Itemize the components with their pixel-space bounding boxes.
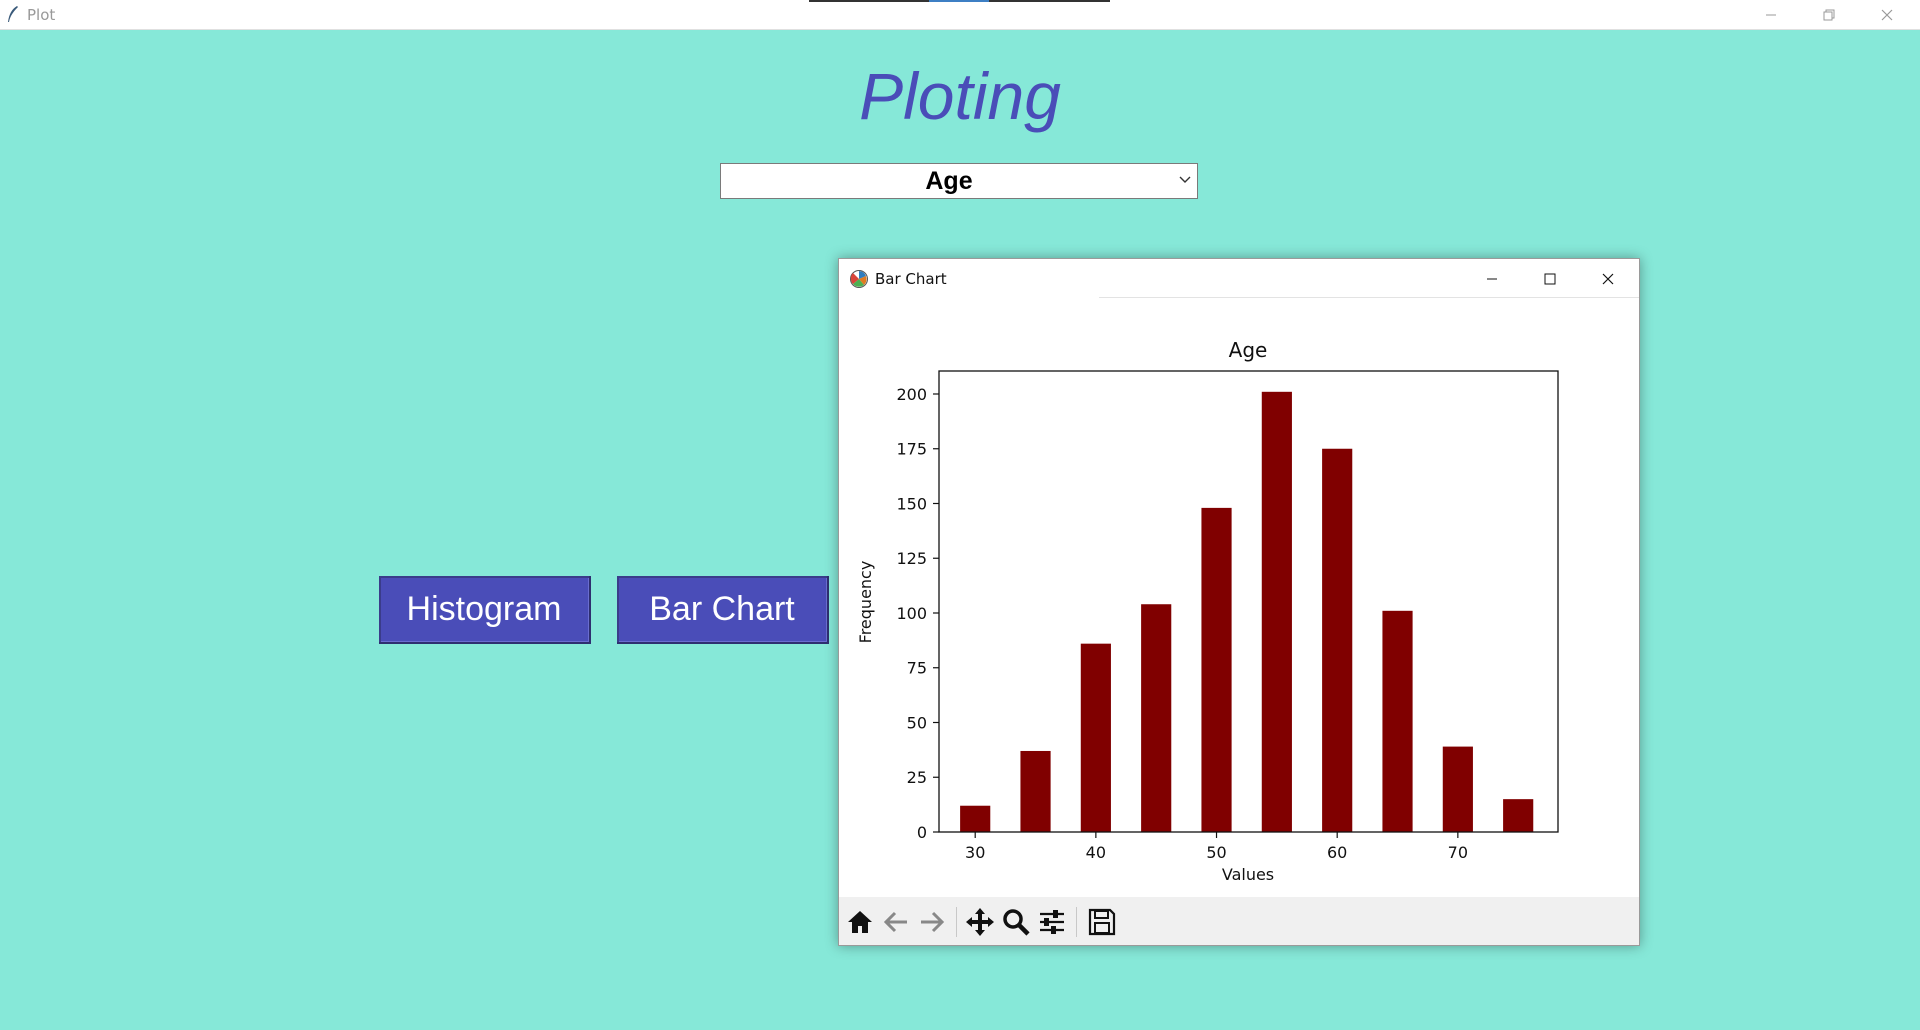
y-tick-label: 150 <box>896 494 927 513</box>
histogram-button[interactable]: Histogram <box>379 576 591 644</box>
back-icon <box>883 911 907 933</box>
y-tick-label: 0 <box>917 823 927 842</box>
restore-icon <box>1823 9 1835 20</box>
y-tick-label: 200 <box>896 385 927 404</box>
close-button[interactable] <box>1858 0 1916 29</box>
pan-button[interactable] <box>962 904 998 940</box>
bar-chart-window: Bar Chart Age 0 25 50 75 100 125 150 175 200 30 4… <box>838 258 1640 946</box>
bar <box>1201 507 1232 832</box>
chart-window-title: Bar Chart <box>875 270 947 288</box>
close-icon <box>1881 9 1893 20</box>
matplotlib-logo-icon <box>850 270 868 288</box>
feather-icon <box>6 5 20 23</box>
save-icon <box>1088 908 1116 936</box>
window-titlebar: Plot <box>0 0 1920 30</box>
bar <box>1020 750 1051 832</box>
x-tick-label: 50 <box>1206 843 1226 862</box>
chart-minimize-button[interactable] <box>1463 259 1521 299</box>
close-icon <box>1602 273 1614 285</box>
chart-window-titlebar: Bar Chart <box>839 259 1639 299</box>
page-heading: Ploting <box>859 59 1061 133</box>
chart-maximize-button[interactable] <box>1521 259 1579 299</box>
x-tick-label: 60 <box>1327 843 1347 862</box>
window-title: Plot <box>27 6 56 24</box>
bar-chart-plot: Age 0 25 50 75 100 125 150 175 200 30 40 50 60 70 Fr… <box>856 338 1559 884</box>
home-icon <box>848 911 872 933</box>
y-tick-label: 100 <box>896 604 927 623</box>
y-tick-label: 125 <box>896 549 927 568</box>
bar <box>1322 448 1353 832</box>
bar <box>1382 610 1413 832</box>
column-dropdown[interactable]: Age <box>720 163 1198 199</box>
plot-frame <box>938 370 1559 833</box>
minimize-icon <box>1487 278 1497 280</box>
minimize-icon <box>1766 14 1776 15</box>
toolbar-separator <box>1076 907 1077 937</box>
maximize-icon <box>1544 273 1556 285</box>
chart-close-button[interactable] <box>1579 259 1637 299</box>
toolbar-separator <box>956 907 957 937</box>
y-tick-label: 75 <box>907 659 927 678</box>
y-axis-label: Frequency <box>856 561 875 644</box>
configure-button[interactable] <box>1034 904 1070 940</box>
x-tick-label: 70 <box>1448 843 1468 862</box>
restore-button[interactable] <box>1800 0 1858 29</box>
chart-title: Age <box>1229 338 1268 362</box>
configure-icon <box>1040 910 1064 934</box>
bar-chart-button[interactable]: Bar Chart <box>617 576 829 644</box>
titlebar-divider <box>1099 297 1639 298</box>
forward-icon <box>921 911 945 933</box>
taskbar-focus-indicator <box>809 0 1110 2</box>
bar <box>1442 746 1473 832</box>
bar <box>1080 643 1111 832</box>
x-tick-label: 40 <box>1086 843 1106 862</box>
x-tick-label: 30 <box>965 843 985 862</box>
chevron-down-icon <box>1179 176 1191 183</box>
zoom-button[interactable] <box>998 904 1034 940</box>
bar <box>1503 799 1534 832</box>
bar <box>1261 391 1292 832</box>
dropdown-selected-value: Age <box>925 167 973 195</box>
x-axis-label: Values <box>1222 865 1274 884</box>
y-tick-label: 175 <box>896 440 927 459</box>
y-tick-label: 25 <box>907 768 927 787</box>
bar <box>960 805 991 832</box>
forward-button[interactable] <box>914 904 950 940</box>
bar <box>1141 604 1172 832</box>
matplotlib-toolbar <box>839 897 1639 945</box>
home-button[interactable] <box>842 904 878 940</box>
save-button[interactable] <box>1084 904 1120 940</box>
back-button[interactable] <box>878 904 914 940</box>
pan-icon <box>966 908 994 936</box>
y-tick-label: 50 <box>907 713 927 732</box>
minimize-button[interactable] <box>1742 0 1800 29</box>
zoom-icon <box>1003 909 1030 936</box>
